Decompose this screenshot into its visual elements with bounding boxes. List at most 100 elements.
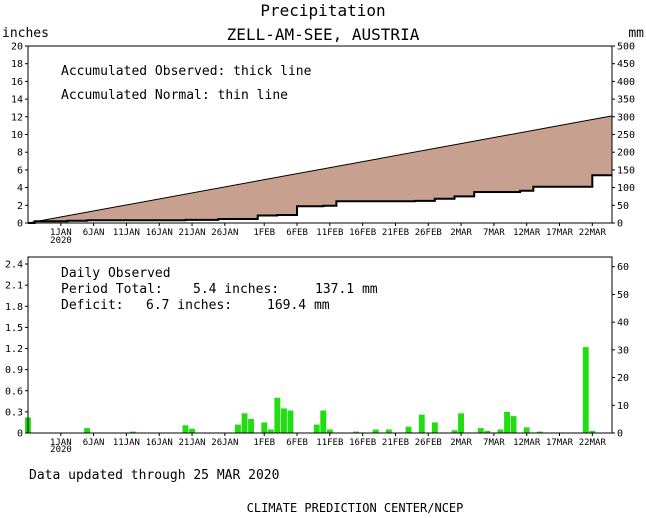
bottom-ytick-right-label: 50 <box>617 290 629 301</box>
daily-bar <box>497 429 504 433</box>
top-ytick-left-label: 10 <box>11 130 23 141</box>
daily-bar <box>235 424 241 433</box>
daily-bar <box>353 431 359 433</box>
daily-bar <box>477 428 484 433</box>
daily-bars <box>25 347 596 433</box>
daily-bar <box>536 431 543 433</box>
bottom-xtick-label: 16JAN <box>146 438 173 448</box>
stats-deficit-label: Deficit: <box>61 298 124 313</box>
bottom-xtick-label: 16FEB <box>349 438 376 448</box>
top-xtick-label: 6FEB <box>286 228 308 238</box>
top-ytick-right-label: 450 <box>617 59 635 70</box>
daily-bar <box>451 430 458 433</box>
top-ytick-left-label: 20 <box>11 42 23 53</box>
daily-bar <box>385 429 392 433</box>
accumulated-observed-line <box>28 174 612 224</box>
daily-bar <box>182 425 189 433</box>
bottom-xtick-label: 12MAR <box>513 438 541 448</box>
top-xtick-label: 11JAN <box>113 228 140 238</box>
bottom-xtick-label: 11JAN <box>113 438 140 448</box>
top-ytick-left-label: 8 <box>17 148 23 159</box>
bottom-xtick-year: 2020 <box>50 445 72 455</box>
source-credit: CLIMATE PREDICTION CENTER/NCEP <box>247 501 464 515</box>
daily-bar <box>405 426 412 433</box>
chart-subtitle: ZELL-AM-SEE, AUSTRIA <box>227 25 420 44</box>
top-ytick-right-label: 0 <box>617 219 623 230</box>
accumulated-panel: inches mm 0 2 4 6 8 10 12 14 16 18 20 0 50 100 150 200… <box>2 26 644 246</box>
daily-bar <box>504 411 510 433</box>
bottom-ytick-left-label: 1.2 <box>5 344 23 355</box>
top-xtick-label: 21FEB <box>382 228 409 238</box>
top-ytick-left-label: 0 <box>17 219 23 230</box>
bottom-ytick-left-label: 1.5 <box>5 323 23 334</box>
accumulated-normal-line <box>27 115 613 224</box>
top-xtick-label: 21JAN <box>178 228 205 238</box>
bottom-xtick-label: 1FEB <box>253 438 275 448</box>
bottom-xtick-label: 21FEB <box>382 438 409 448</box>
bottom-xtick-label: 6JAN <box>83 438 105 448</box>
daily-bar <box>510 416 517 433</box>
daily-bar <box>84 428 90 433</box>
annotation-normal: Accumulated Normal: thin line <box>61 88 288 103</box>
stats-total-mm: 137.1 mm <box>315 282 378 297</box>
daily-bar <box>130 431 136 433</box>
data-updated-note: Data updated through 25 MAR 2020 <box>29 468 279 483</box>
daily-panel: 00.30.60.91.21.51.82.12.4 0102030405060 … <box>5 256 629 455</box>
bottom-xtick-label: 7MAR <box>483 438 505 448</box>
bottom-xtick-label: 1JAN <box>50 438 72 448</box>
daily-bar <box>484 430 491 433</box>
top-ytick-right-label: 50 <box>617 201 629 212</box>
daily-bar <box>458 413 464 433</box>
daily-bar <box>241 413 248 433</box>
top-ytick-left-label: 4 <box>17 183 23 194</box>
top-xtick-label: 6JAN <box>83 228 105 238</box>
top-ytick-right-label: 250 <box>617 130 635 141</box>
chart-title: Precipitation <box>260 1 385 20</box>
top-ylabel-left: inches <box>2 26 49 41</box>
daily-bar <box>589 430 596 433</box>
daily-bar <box>248 418 254 433</box>
top-xtick-label: 16FEB <box>349 228 376 238</box>
top-xtick-label: 22MAR <box>579 228 607 238</box>
daily-bar <box>261 422 268 433</box>
annotation-observed: Accumulated Observed: thick line <box>61 64 312 79</box>
bottom-ytick-left-label: 2.4 <box>5 260 23 271</box>
top-ytick-right-label: 300 <box>617 112 635 123</box>
top-xtick-label: 7MAR <box>483 228 505 238</box>
daily-bar <box>320 410 327 433</box>
bottom-ytick-right-label: 20 <box>617 373 629 384</box>
bottom-ytick-right-label: 10 <box>617 401 629 412</box>
top-ytick-right-label: 500 <box>617 42 635 53</box>
bottom-ytick-left-label: 0.6 <box>5 386 23 397</box>
daily-bar <box>523 427 530 433</box>
top-ytick-right-label: 350 <box>617 95 635 106</box>
bottom-ytick-right-label: 60 <box>617 262 629 273</box>
stats-total-in: 5.4 inches: <box>193 282 279 297</box>
bottom-xtick-label: 2MAR <box>450 438 472 448</box>
bottom-yticks-right: 0 10 20 30 40 50 60 <box>612 262 629 440</box>
top-xtick-label: 16JAN <box>146 228 173 238</box>
bottom-xtick-label: 22MAR <box>579 438 607 448</box>
bottom-xtick-label: 21JAN <box>178 438 205 448</box>
bottom-ytick-left-label: 1.8 <box>5 302 23 313</box>
daily-bar <box>431 422 438 433</box>
top-xtick-label: 17MAR <box>546 228 574 238</box>
bottom-ytick-right-label: 40 <box>617 318 629 329</box>
top-xtick-label: 12MAR <box>513 228 541 238</box>
top-xtick-label: 1FEB <box>253 228 275 238</box>
bottom-ytick-right-label: 30 <box>617 345 629 356</box>
stats-deficit-mm: 169.4 mm <box>267 298 330 313</box>
daily-bar <box>189 428 195 433</box>
top-yticks-left: 0 2 4 6 8 10 12 14 16 18 20 <box>11 42 28 230</box>
top-xtick-label: 26JAN <box>211 228 238 238</box>
bottom-xticks: 1JAN 6JAN 11JAN 16JAN 21JAN 26JAN 1FEB 6FEB 11FE… <box>50 433 606 448</box>
top-xtick-year: 2020 <box>50 236 72 246</box>
bottom-ytick-left-label: 0.3 <box>5 407 23 418</box>
bottom-ytick-left-label: 0.9 <box>5 365 23 376</box>
top-xtick-label: 2MAR <box>450 228 472 238</box>
daily-bar <box>418 414 425 433</box>
top-ytick-left-label: 14 <box>11 95 23 106</box>
top-ytick-right-label: 400 <box>617 77 635 88</box>
stats-heading: Daily Observed <box>61 266 171 281</box>
